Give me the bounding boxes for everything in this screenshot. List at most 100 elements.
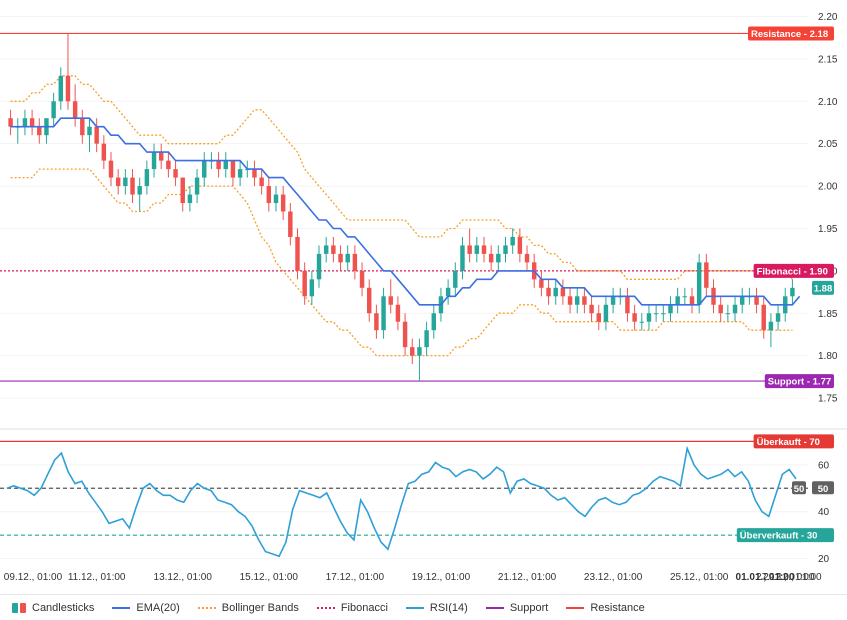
- candle[interactable]: [646, 304, 652, 331]
- candle[interactable]: [194, 169, 200, 204]
- candle[interactable]: [94, 118, 99, 153]
- candle[interactable]: [65, 33, 71, 110]
- candle[interactable]: [639, 313, 645, 331]
- candle[interactable]: [575, 287, 580, 314]
- candle[interactable]: [216, 152, 221, 178]
- candle[interactable]: [775, 304, 781, 331]
- candle[interactable]: [331, 236, 336, 263]
- candle[interactable]: [488, 245, 494, 271]
- candle[interactable]: [560, 279, 566, 305]
- candle[interactable]: [338, 245, 343, 271]
- candle[interactable]: [596, 304, 601, 331]
- candle[interactable]: [445, 279, 451, 305]
- candle[interactable]: [316, 245, 322, 288]
- candle[interactable]: [632, 304, 637, 331]
- candle[interactable]: [101, 135, 107, 170]
- candle[interactable]: [689, 287, 695, 314]
- candle[interactable]: [768, 313, 774, 348]
- candle[interactable]: [44, 118, 49, 144]
- candle[interactable]: [323, 236, 329, 263]
- candle[interactable]: [474, 236, 480, 263]
- candle[interactable]: [237, 160, 243, 187]
- candle[interactable]: [668, 296, 673, 322]
- candle[interactable]: [144, 160, 150, 195]
- candle[interactable]: [503, 236, 508, 263]
- candle[interactable]: [8, 109, 13, 136]
- candle[interactable]: [352, 245, 358, 280]
- candle[interactable]: [187, 186, 193, 212]
- candle[interactable]: [761, 296, 766, 339]
- candle[interactable]: [682, 287, 688, 305]
- candle[interactable]: [151, 143, 157, 178]
- candle[interactable]: [366, 279, 372, 322]
- candle[interactable]: [359, 262, 365, 297]
- candle[interactable]: [374, 304, 379, 339]
- candle[interactable]: [754, 287, 759, 314]
- candle[interactable]: [230, 160, 236, 187]
- legend-item-ema[interactable]: EMA(20): [112, 602, 180, 614]
- candle[interactable]: [704, 253, 709, 297]
- candle[interactable]: [603, 296, 609, 331]
- candle[interactable]: [725, 304, 731, 322]
- candle[interactable]: [517, 228, 523, 263]
- candle[interactable]: [460, 236, 465, 280]
- candle[interactable]: [166, 152, 171, 178]
- candle[interactable]: [653, 304, 659, 322]
- candle[interactable]: [58, 67, 64, 110]
- candle[interactable]: [582, 287, 587, 314]
- candle[interactable]: [223, 152, 228, 178]
- candle[interactable]: [80, 109, 85, 144]
- candle[interactable]: [29, 109, 35, 136]
- candle[interactable]: [739, 287, 745, 314]
- candle[interactable]: [388, 279, 393, 314]
- candle[interactable]: [123, 169, 128, 195]
- candle[interactable]: [696, 253, 702, 314]
- candle[interactable]: [202, 152, 207, 187]
- candle[interactable]: [417, 338, 422, 382]
- candle[interactable]: [288, 203, 293, 246]
- candle[interactable]: [718, 296, 723, 322]
- candle[interactable]: [115, 169, 121, 195]
- legend-item-candles[interactable]: Candlesticks: [12, 602, 94, 614]
- candle[interactable]: [431, 304, 437, 339]
- candle[interactable]: [610, 287, 616, 314]
- candle[interactable]: [173, 160, 178, 187]
- candle[interactable]: [553, 279, 558, 305]
- candle[interactable]: [402, 313, 408, 356]
- candle[interactable]: [158, 143, 164, 170]
- candle[interactable]: [539, 270, 544, 297]
- candle[interactable]: [37, 118, 42, 144]
- candle[interactable]: [266, 177, 272, 212]
- candle[interactable]: [295, 228, 300, 280]
- candle[interactable]: [481, 236, 487, 263]
- candle[interactable]: [302, 262, 307, 305]
- candle[interactable]: [424, 321, 429, 356]
- candle[interactable]: [72, 84, 78, 127]
- candle[interactable]: [309, 270, 315, 305]
- candle[interactable]: [15, 118, 20, 144]
- legend-item-fib[interactable]: Fibonacci: [316, 602, 388, 614]
- candle[interactable]: [453, 262, 458, 297]
- legend-item-rsi[interactable]: RSI(14): [405, 602, 468, 614]
- candle[interactable]: [87, 118, 92, 153]
- candle[interactable]: [51, 92, 56, 127]
- candle[interactable]: [524, 245, 530, 271]
- candle[interactable]: [732, 296, 738, 322]
- candle[interactable]: [259, 169, 264, 195]
- candle[interactable]: [130, 169, 135, 204]
- candle[interactable]: [395, 296, 401, 331]
- candle[interactable]: [467, 228, 472, 263]
- legend-item-support[interactable]: Support: [485, 602, 548, 614]
- candle[interactable]: [410, 338, 415, 365]
- candle[interactable]: [381, 287, 386, 339]
- candle[interactable]: [790, 279, 795, 305]
- candle[interactable]: [675, 287, 680, 314]
- candlestick-series[interactable]: [8, 33, 795, 382]
- candle[interactable]: [567, 287, 573, 314]
- candle[interactable]: [496, 245, 501, 271]
- candle[interactable]: [625, 287, 630, 322]
- candle[interactable]: [108, 152, 114, 187]
- candle[interactable]: [510, 228, 515, 254]
- candle[interactable]: [345, 245, 350, 271]
